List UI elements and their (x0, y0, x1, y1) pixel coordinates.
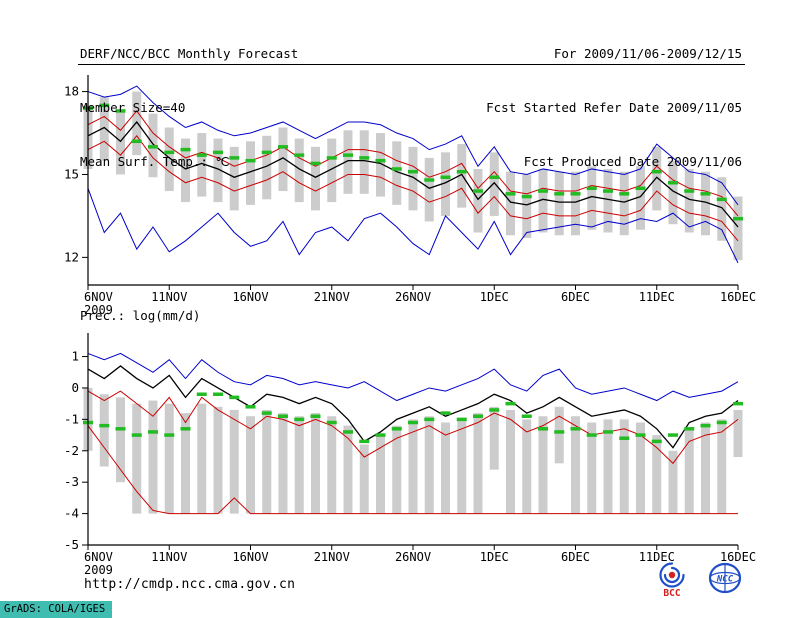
svg-text:-1: -1 (64, 411, 79, 426)
svg-text:11NOV: 11NOV (151, 550, 187, 564)
svg-text:1DEC: 1DEC (480, 550, 509, 564)
svg-text:21NOV: 21NOV (314, 290, 350, 304)
svg-text:6NOV: 6NOV (84, 550, 113, 564)
refer-date-label: Fcst Started Refer Date 2009/11/05 (486, 100, 742, 115)
forecast-period-label: For 2009/11/06-2009/12/15 (553, 46, 742, 61)
svg-text:-4: -4 (64, 506, 79, 521)
svg-text:6DEC: 6DEC (561, 550, 590, 564)
ncc-logo-icon: NCC (708, 562, 742, 594)
svg-text:15: 15 (64, 166, 79, 181)
svg-text:11DEC: 11DEC (639, 550, 675, 564)
header-divider (78, 64, 745, 65)
svg-text:16NOV: 16NOV (232, 290, 268, 304)
svg-text:0: 0 (71, 380, 79, 395)
svg-text:21NOV: 21NOV (314, 550, 350, 564)
bcc-logo-icon: BCC (659, 562, 685, 599)
produced-date-label: Fcst Produced Date 2009/11/06 (523, 154, 742, 169)
svg-text:6NOV: 6NOV (84, 290, 113, 304)
svg-text:16NOV: 16NOV (232, 550, 268, 564)
precip-axis-label: Prec.: log(mm/d) (80, 308, 201, 323)
svg-text:2009: 2009 (84, 303, 113, 317)
svg-text:26NOV: 26NOV (395, 290, 431, 304)
logo-group: BCC NCC (652, 560, 748, 600)
svg-text:26NOV: 26NOV (395, 550, 431, 564)
svg-text:11DEC: 11DEC (639, 290, 675, 304)
svg-text:16DEC: 16DEC (720, 550, 756, 564)
svg-text:18: 18 (64, 84, 79, 99)
page-title: DERF/NCC/BCC Monthly Forecast (80, 46, 299, 61)
bcc-logo-label: BCC (663, 588, 680, 599)
svg-text:-5: -5 (64, 537, 79, 552)
ncc-logo-label: NCC (716, 575, 734, 585)
header-right: For 2009/11/06-2009/12/15 Fcst Started R… (486, 9, 742, 207)
member-size-label: Member Size=40 (80, 100, 186, 115)
svg-text:-3: -3 (64, 474, 79, 489)
website-url[interactable]: http://cmdp.ncc.cma.gov.cn (84, 577, 296, 592)
svg-text:2009: 2009 (84, 563, 113, 577)
header-left: DERF/NCC/BCC Monthly Forecast Member Siz… (80, 9, 298, 207)
svg-text:6DEC: 6DEC (561, 290, 590, 304)
svg-text:1DEC: 1DEC (480, 290, 509, 304)
svg-text:16DEC: 16DEC (720, 290, 756, 304)
svg-text:1: 1 (71, 349, 79, 364)
variable-label: Mean Surf. Temp.: ℃ (80, 154, 230, 169)
svg-text:-2: -2 (64, 443, 79, 458)
grads-credit: GrADS: COLA/IGES (0, 601, 113, 618)
svg-text:11NOV: 11NOV (151, 290, 187, 304)
svg-text:12: 12 (64, 249, 79, 264)
